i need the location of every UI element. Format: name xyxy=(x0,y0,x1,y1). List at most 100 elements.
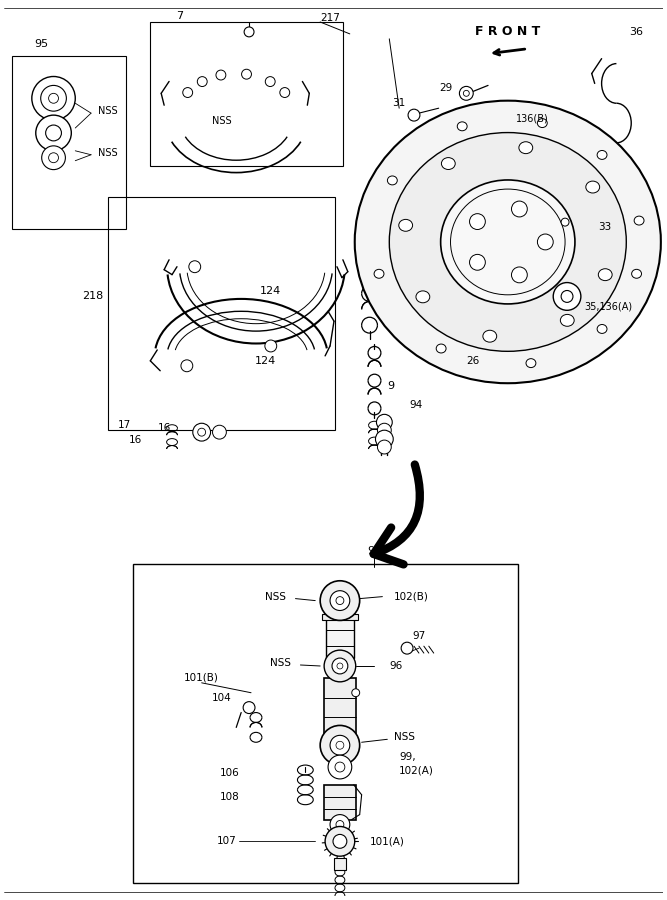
Circle shape xyxy=(213,425,226,439)
Circle shape xyxy=(241,69,251,79)
Circle shape xyxy=(336,597,344,605)
Circle shape xyxy=(335,762,345,772)
Ellipse shape xyxy=(634,216,644,225)
Circle shape xyxy=(197,428,205,436)
Circle shape xyxy=(330,814,350,834)
Ellipse shape xyxy=(519,141,533,154)
Text: NSS: NSS xyxy=(270,658,291,668)
Circle shape xyxy=(464,90,470,96)
Circle shape xyxy=(324,650,356,682)
Circle shape xyxy=(181,360,193,372)
Circle shape xyxy=(243,702,255,714)
Circle shape xyxy=(280,87,289,97)
Bar xyxy=(108,197,335,430)
Ellipse shape xyxy=(526,359,536,367)
Circle shape xyxy=(512,267,528,283)
Bar xyxy=(12,56,125,230)
Circle shape xyxy=(193,423,211,441)
Text: 95: 95 xyxy=(35,39,49,49)
Bar xyxy=(322,615,358,620)
Text: 94: 94 xyxy=(368,546,382,556)
Ellipse shape xyxy=(441,180,575,304)
Bar xyxy=(133,564,518,883)
Ellipse shape xyxy=(355,101,661,383)
Circle shape xyxy=(408,109,420,122)
Circle shape xyxy=(401,643,413,654)
Circle shape xyxy=(45,125,61,141)
Text: 136(B): 136(B) xyxy=(516,113,549,123)
Text: 217: 217 xyxy=(320,13,340,23)
Text: 31: 31 xyxy=(393,98,406,108)
Text: 124: 124 xyxy=(260,286,281,296)
Circle shape xyxy=(378,423,392,437)
Ellipse shape xyxy=(597,150,607,159)
Circle shape xyxy=(183,87,193,97)
Ellipse shape xyxy=(586,181,600,193)
Circle shape xyxy=(216,70,226,80)
Circle shape xyxy=(336,821,344,829)
Ellipse shape xyxy=(538,119,547,128)
Ellipse shape xyxy=(597,325,607,333)
Circle shape xyxy=(265,340,277,352)
Circle shape xyxy=(244,27,254,37)
Circle shape xyxy=(512,201,528,217)
Circle shape xyxy=(470,255,486,270)
Text: 26: 26 xyxy=(467,356,480,365)
Ellipse shape xyxy=(374,269,384,278)
Ellipse shape xyxy=(399,220,413,231)
Ellipse shape xyxy=(483,330,497,342)
Text: 97: 97 xyxy=(412,631,426,642)
Ellipse shape xyxy=(442,158,456,169)
Text: 9: 9 xyxy=(388,276,394,286)
Circle shape xyxy=(328,755,352,778)
Text: 218: 218 xyxy=(81,292,103,302)
Text: 104: 104 xyxy=(211,693,231,703)
Text: 124: 124 xyxy=(255,356,277,365)
Circle shape xyxy=(189,261,201,273)
Text: 96: 96 xyxy=(390,661,403,671)
Text: 9: 9 xyxy=(388,381,394,391)
Circle shape xyxy=(49,94,59,104)
Circle shape xyxy=(332,658,348,674)
Text: NSS: NSS xyxy=(98,106,117,116)
Circle shape xyxy=(320,725,360,765)
Text: 101(A): 101(A) xyxy=(370,836,404,846)
Circle shape xyxy=(376,414,392,430)
Bar xyxy=(326,616,354,658)
Circle shape xyxy=(320,580,360,620)
Text: 102(A): 102(A) xyxy=(399,765,434,775)
Ellipse shape xyxy=(560,314,574,327)
Bar xyxy=(324,785,356,820)
Ellipse shape xyxy=(388,176,398,184)
Circle shape xyxy=(325,826,355,856)
Text: NSS: NSS xyxy=(394,733,416,742)
Circle shape xyxy=(553,283,581,310)
Text: NSS: NSS xyxy=(211,116,231,126)
Circle shape xyxy=(49,153,59,163)
Text: 102(B): 102(B) xyxy=(394,591,429,601)
Circle shape xyxy=(376,430,394,448)
Circle shape xyxy=(333,834,347,849)
Circle shape xyxy=(36,115,71,151)
Circle shape xyxy=(561,218,569,226)
Circle shape xyxy=(330,590,350,610)
Text: 16: 16 xyxy=(129,435,142,446)
Text: 94: 94 xyxy=(410,400,423,410)
Text: 33: 33 xyxy=(598,222,611,232)
Circle shape xyxy=(561,291,573,302)
Circle shape xyxy=(42,146,65,169)
Text: 99,: 99, xyxy=(399,752,416,762)
Text: 101(B): 101(B) xyxy=(184,673,219,683)
Circle shape xyxy=(470,213,486,230)
Circle shape xyxy=(352,688,360,697)
Circle shape xyxy=(330,735,350,755)
Ellipse shape xyxy=(632,269,642,278)
Text: 7: 7 xyxy=(176,11,183,21)
Circle shape xyxy=(460,86,473,100)
Ellipse shape xyxy=(390,132,626,351)
Circle shape xyxy=(41,86,67,112)
Circle shape xyxy=(538,234,553,250)
Ellipse shape xyxy=(416,291,430,302)
Circle shape xyxy=(336,742,344,749)
Circle shape xyxy=(378,440,392,454)
